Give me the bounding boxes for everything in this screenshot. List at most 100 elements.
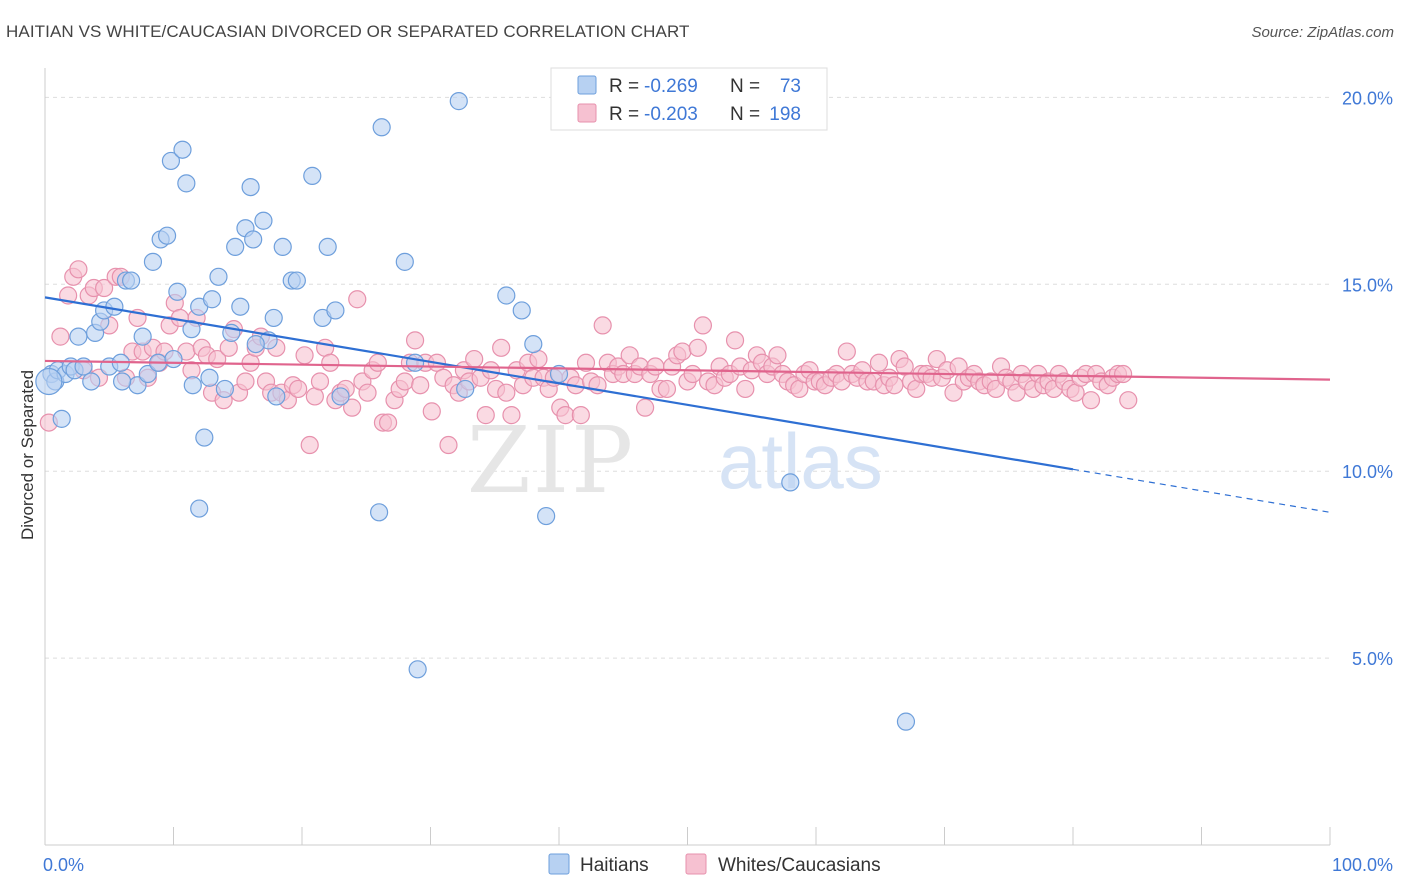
- point-whites-caucasians: [358, 383, 377, 402]
- legend-n-value-1: 73: [780, 76, 801, 97]
- point-whites-caucasians: [439, 435, 458, 455]
- point-whites-caucasians: [556, 406, 575, 425]
- bottom-legend: Haitians Whites/Caucasians: [548, 853, 881, 876]
- point-haitians: [157, 226, 177, 245]
- trend-line-whites-caucasians: [44, 359, 1331, 381]
- point-haitians: [326, 301, 345, 320]
- point-haitians: [143, 252, 163, 271]
- point-whites-caucasians: [657, 379, 677, 399]
- point-haitians: [164, 349, 183, 369]
- point-haitians: [200, 368, 219, 387]
- point-haitians: [215, 379, 234, 399]
- legend-n-value-2: 198: [769, 104, 801, 125]
- point-haitians: [105, 297, 124, 316]
- trend-line-haitians-extension: [1072, 468, 1331, 513]
- point-whites-caucasians: [725, 331, 745, 350]
- point-haitians: [512, 301, 531, 320]
- legend-r-value-2: -0.203: [644, 104, 698, 125]
- point-whites-caucasians: [368, 353, 387, 372]
- point-whites-caucasians: [944, 383, 963, 402]
- point-haitians: [524, 334, 543, 354]
- point-whites-caucasians: [219, 338, 238, 357]
- point-whites-caucasians: [69, 260, 88, 279]
- point-haitians: [177, 174, 196, 193]
- point-haitians: [121, 271, 141, 290]
- bottom-legend-swatch-whites: [685, 853, 707, 875]
- point-whites-caucasians: [492, 338, 511, 357]
- point-whites-caucasians: [343, 398, 362, 417]
- y-tick-label: 20.0%: [1342, 88, 1393, 108]
- point-whites-caucasians: [768, 346, 787, 365]
- source-label: Source: ZipAtlas.com: [1251, 24, 1394, 41]
- point-whites-caucasians: [378, 413, 398, 432]
- bottom-legend-label-whites: Whites/Caucasians: [718, 855, 881, 876]
- point-whites-caucasians: [885, 376, 904, 395]
- point-whites-caucasians: [310, 372, 330, 391]
- point-whites-caucasians: [422, 402, 441, 421]
- point-whites-caucasians: [476, 406, 495, 425]
- point-haitians: [231, 297, 250, 316]
- legend-r-label-1: R =: [609, 76, 639, 97]
- point-whites-caucasians: [895, 357, 914, 376]
- watermark-zip: ZIP: [467, 407, 635, 514]
- point-haitians: [241, 177, 260, 197]
- point-whites-caucasians: [465, 349, 484, 369]
- point-haitians: [264, 308, 283, 328]
- point-whites-caucasians: [869, 353, 889, 372]
- point-whites-caucasians: [688, 338, 707, 357]
- point-haitians: [303, 166, 322, 185]
- point-haitians: [246, 334, 265, 354]
- legend-swatch-whites: [577, 103, 597, 123]
- trend-line-haitians: [44, 296, 1074, 471]
- x-tick-label: 100.0%: [1332, 855, 1393, 875]
- point-haitians: [82, 372, 101, 391]
- bottom-legend-label-haitians: Haitians: [580, 855, 649, 876]
- point-whites-caucasians: [1119, 391, 1138, 410]
- point-haitians: [287, 271, 306, 290]
- point-whites-caucasians: [646, 357, 665, 376]
- point-whites-caucasians: [986, 379, 1006, 399]
- point-haitians: [254, 211, 273, 230]
- point-haitians: [168, 282, 187, 301]
- point-haitians: [226, 237, 245, 257]
- point-haitians: [537, 506, 556, 526]
- point-haitians: [896, 712, 916, 731]
- point-haitians: [781, 473, 800, 492]
- watermark: ZIP atlas: [467, 407, 883, 514]
- point-whites-caucasians: [576, 353, 596, 372]
- point-whites-caucasians: [927, 349, 946, 369]
- y-tick-label: 10.0%: [1342, 462, 1393, 482]
- point-whites-caucasians: [95, 278, 114, 298]
- point-whites-caucasians: [321, 353, 340, 372]
- point-whites-caucasians: [497, 383, 516, 402]
- axis-labels: 5.0% 10.0% 15.0% 20.0% 0.0% 100.0% Divorced or…: [18, 88, 1393, 875]
- legend-r-value-1: -0.269: [644, 76, 698, 97]
- point-whites-caucasians: [295, 346, 314, 365]
- watermark-atlas: atlas: [718, 417, 883, 505]
- bottom-legend-swatch-haitians: [548, 853, 570, 875]
- point-haitians: [497, 286, 516, 305]
- point-whites-caucasians: [837, 342, 856, 361]
- point-haitians: [52, 409, 71, 428]
- point-whites-caucasians: [693, 316, 713, 335]
- point-haitians: [209, 267, 228, 286]
- point-whites-caucasians: [1081, 391, 1101, 410]
- point-haitians: [190, 499, 209, 518]
- point-whites-caucasians: [593, 316, 612, 335]
- point-whites-caucasians: [395, 372, 414, 391]
- y-tick-label: 15.0%: [1342, 275, 1393, 295]
- legend-frame: [550, 67, 828, 131]
- trend-lines: [44, 296, 1331, 513]
- point-whites-caucasians: [635, 398, 655, 417]
- point-haitians: [182, 320, 201, 339]
- point-whites-caucasians: [300, 435, 319, 455]
- x-tick-label: 0.0%: [43, 855, 84, 875]
- axis-layer: [44, 68, 1331, 846]
- point-haitians: [35, 367, 63, 396]
- point-haitians: [195, 428, 214, 447]
- legend-r-label-2: R =: [609, 104, 639, 125]
- point-haitians: [273, 237, 292, 257]
- point-whites-caucasians: [1114, 364, 1133, 384]
- point-haitians: [331, 387, 350, 406]
- point-haitians: [449, 92, 468, 111]
